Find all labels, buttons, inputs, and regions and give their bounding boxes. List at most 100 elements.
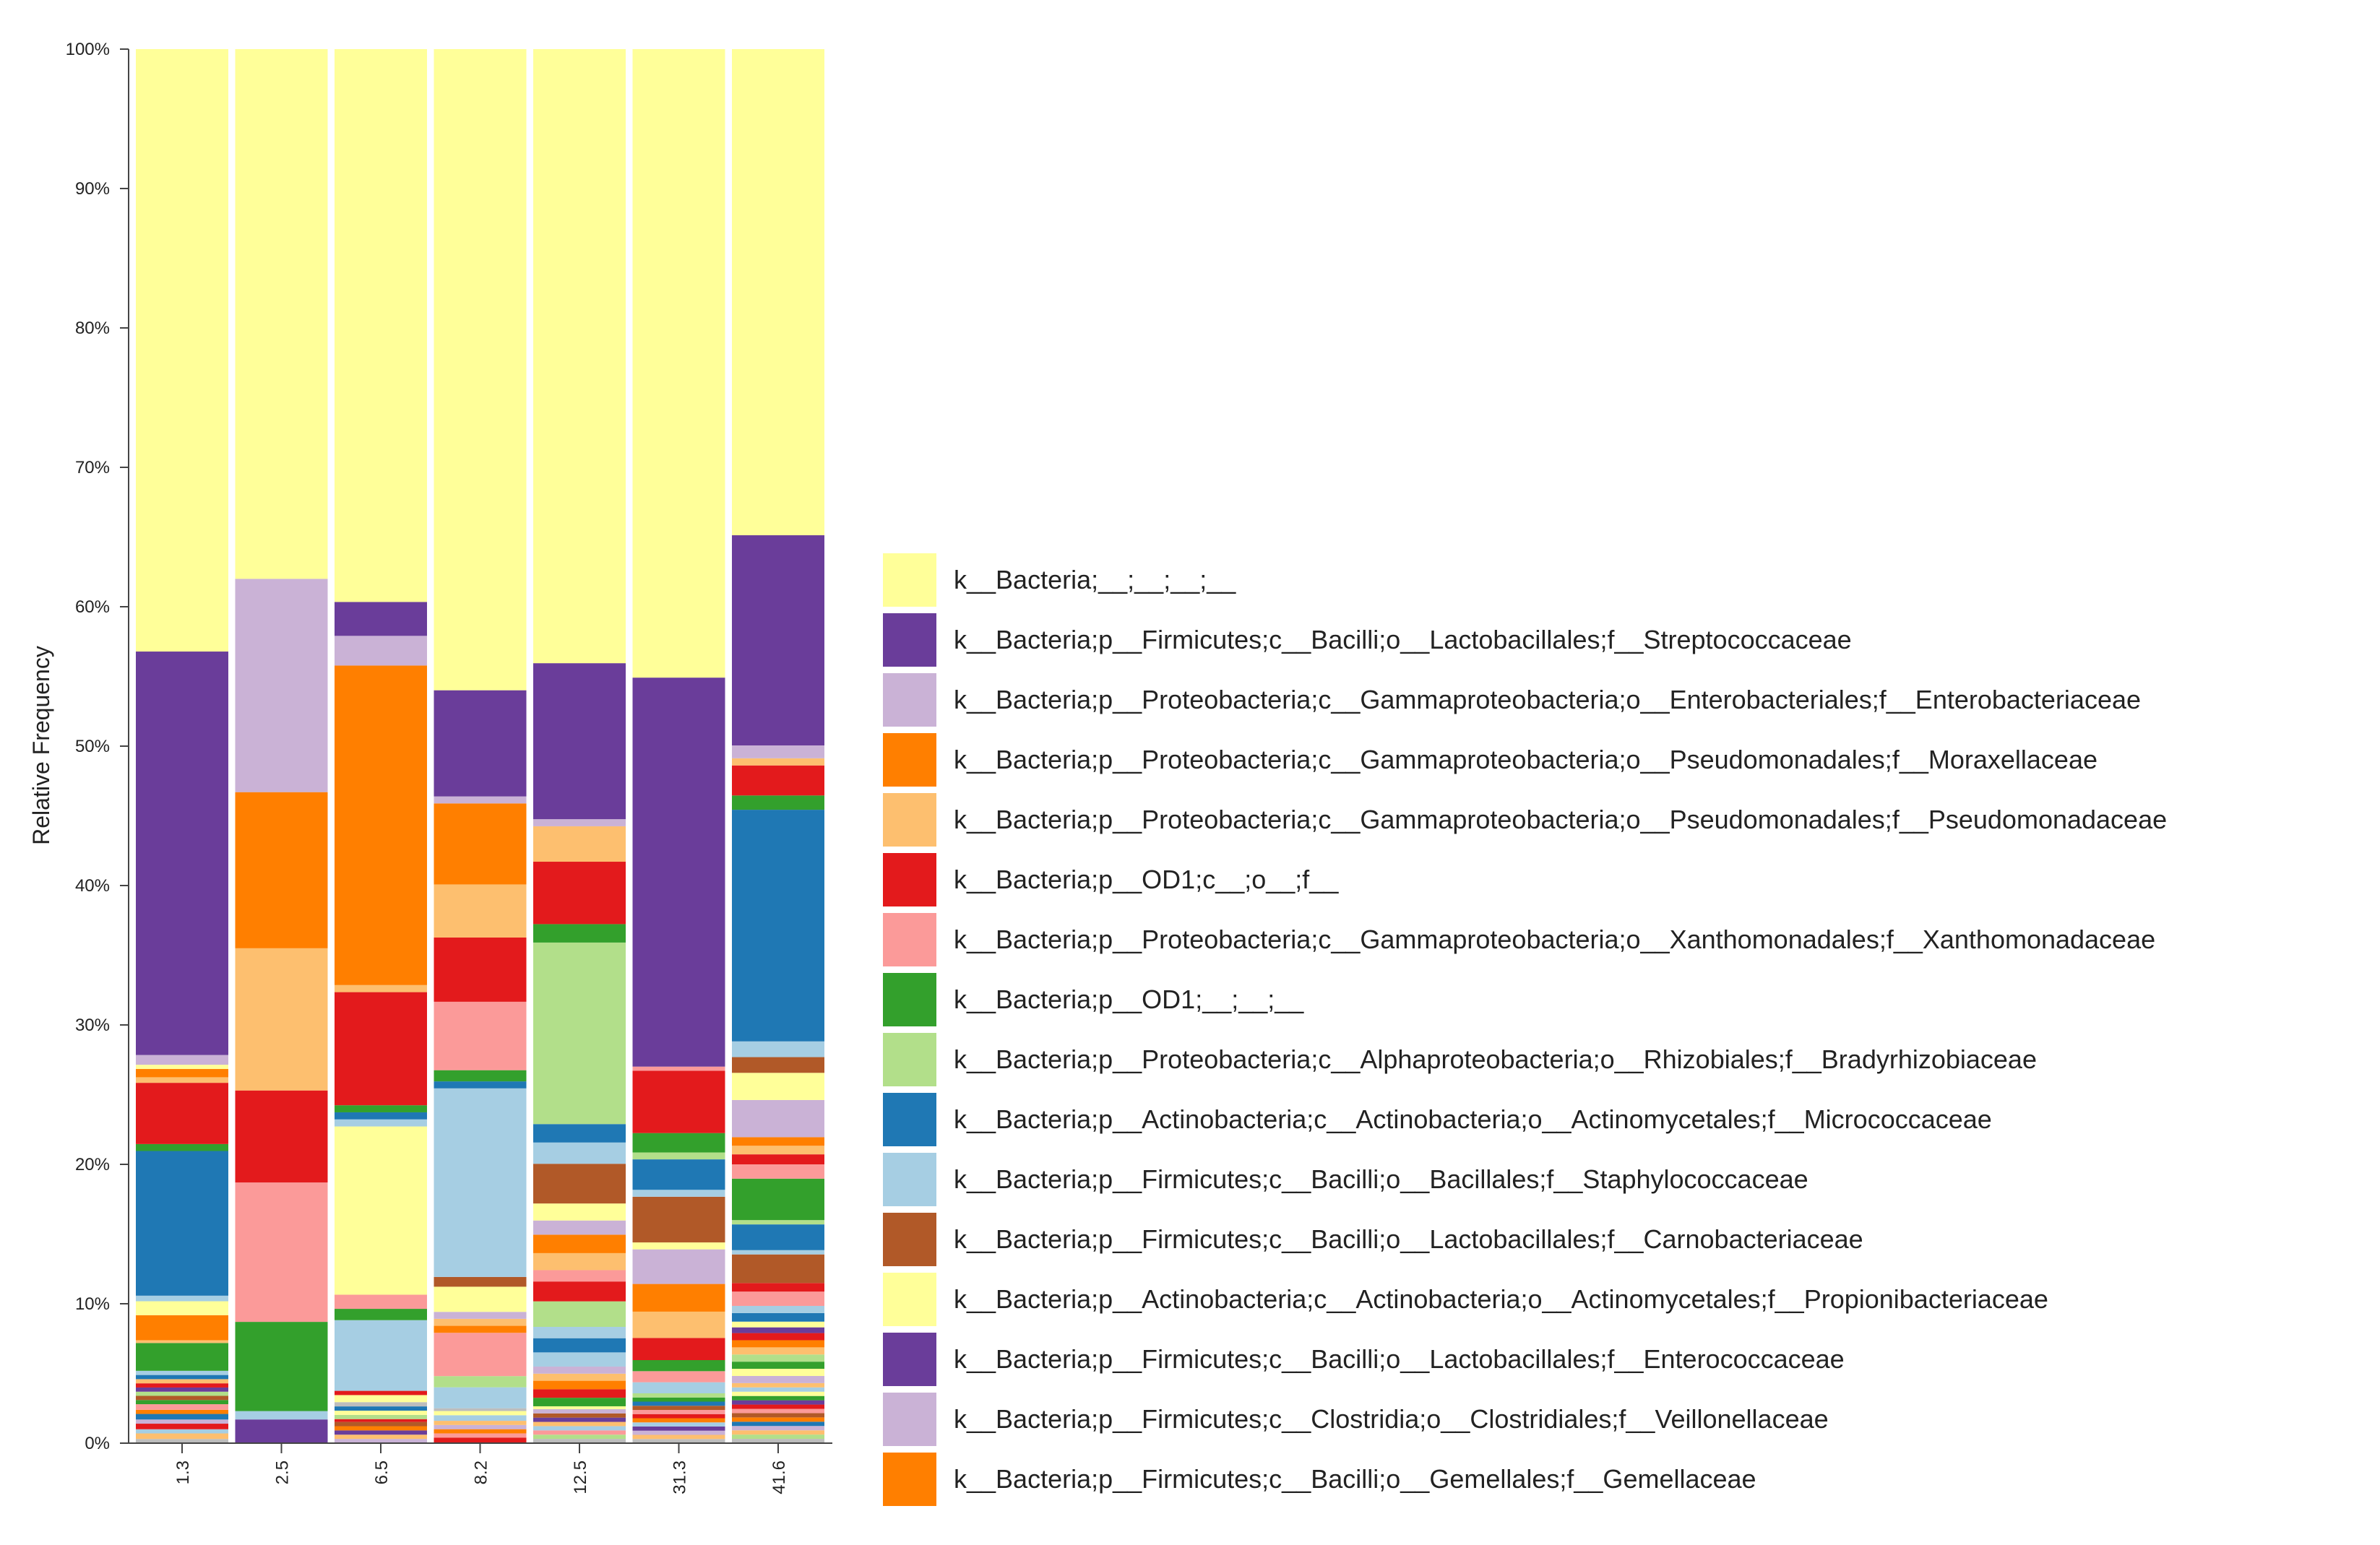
bar-segment [235,1411,328,1420]
bar-segment [136,1151,228,1296]
bar-segment [732,1391,824,1396]
bar-segment [533,1426,626,1431]
bar-segment [732,1154,824,1164]
bar-segment [335,1402,427,1407]
bar-segment [533,1124,626,1143]
bar-segment [732,1041,824,1057]
legend-item: k__Bacteria;p__Firmicutes;c__Bacilli;o__… [883,1453,1756,1506]
bar-segment [136,1409,228,1414]
legend-item: k__Bacteria;p__Firmicutes;c__Bacilli;o__… [883,1213,1863,1266]
bar-segment [632,1434,725,1440]
bar-segment [136,1379,228,1384]
bar-segment [136,1419,228,1424]
bar-segment [434,690,527,797]
bar-segment [533,1439,626,1443]
bar-segment [136,1433,228,1440]
bar-segment [732,745,824,758]
bar-segment [136,1424,228,1429]
bar-segment [732,1354,824,1362]
bar-segment [732,810,824,1042]
bar-segment [335,1309,427,1320]
bar-segment [632,1311,725,1338]
bar-segment [434,1325,527,1333]
bar-segment [732,1321,824,1328]
bar-segment [632,1418,725,1423]
bar-segment [335,1294,427,1310]
bar-segment [533,1434,626,1440]
bar-segment [732,758,824,766]
bar-segment [632,1196,725,1243]
bar-6.5 [335,49,427,1443]
bar-segment [732,795,824,810]
bar-segment [732,49,824,536]
bar-segment [732,1057,824,1073]
bar-segment [732,1073,824,1100]
bar-segment [335,1421,427,1427]
bar-segment [434,1081,527,1089]
legend-label: k__Bacteria;p__Firmicutes;c__Bacilli;o__… [954,1344,1845,1374]
bar-segment [632,1371,725,1382]
y-tick-label: 30% [75,1016,110,1035]
bar-segment [434,884,527,938]
bar-segment [434,1333,527,1377]
bar-segment [136,1383,228,1388]
bar-segment [434,1421,527,1425]
bar-segment [136,49,228,652]
bar-segment [533,1252,626,1271]
legend-swatch [883,1213,936,1266]
legend-item: k__Bacteria;p__Firmicutes;c__Bacilli;o__… [883,1153,1808,1206]
bar-segment [533,942,626,1125]
bar-segment [434,1433,527,1438]
bar-segment [136,1055,228,1065]
y-tick-label: 40% [75,876,110,896]
legend-swatch [883,1273,936,1326]
bar-segment [732,1283,824,1292]
bar-segment [136,652,228,1055]
bar-2.5 [235,49,328,1443]
bar-segment [533,1327,626,1338]
bar-segment [732,1305,824,1313]
bar-segment [335,1390,427,1395]
bar-segment [434,1387,527,1408]
legend-label: k__Bacteria;p__OD1;__;__;__ [954,984,1304,1014]
bar-segment [533,49,626,664]
bar-segment [732,1220,824,1225]
bar-segment [136,1404,228,1410]
bar-segment [533,1408,626,1414]
bar-segment [533,1270,626,1282]
bar-segment [732,1430,824,1435]
legend-swatch [883,853,936,906]
bar-segment [335,49,427,602]
legend-item: k__Bacteria;p__Proteobacteria;c__Gammapr… [883,793,2167,847]
bar-segment [732,1340,824,1348]
bar-segment [632,1338,725,1361]
bar-segment [533,862,626,925]
bar-segment [235,49,328,579]
bar-segment [434,796,527,804]
bar-segment [235,1090,328,1183]
bar-segment [732,1146,824,1155]
y-tick-label: 10% [75,1294,110,1314]
bar-segment [136,1387,228,1392]
legend-item: k__Bacteria;p__OD1;__;__;__ [883,973,1304,1026]
bar-segment [732,1404,824,1409]
bar-segment [434,1276,527,1287]
legend-swatch [883,913,936,966]
legend-label: k__Bacteria;p__Proteobacteria;c__Gammapr… [954,685,2141,714]
y-ticks: 0% 10% 20% 30% 40% 50% 60% 70% 80% 90% 100% [66,40,129,1453]
legend-item: k__Bacteria;p__Actinobacteria;c__Actinob… [883,1273,2048,1326]
bar-segment [632,1190,725,1197]
bar-segment [732,1347,824,1355]
bar-segment [335,1105,427,1112]
legend-label: k__Bacteria;p__Proteobacteria;c__Alphapr… [954,1044,2037,1074]
bar-segment [533,1430,626,1435]
x-tick-label: 31.3 [671,1460,690,1494]
bar-segment [533,1338,626,1353]
bar-segment [632,1360,725,1372]
bar-segment [533,1406,626,1409]
bar-segment [533,1301,626,1328]
x-tick-label: 12.5 [571,1460,590,1494]
bar-segment [235,1419,328,1443]
bar-segment [136,1391,228,1396]
